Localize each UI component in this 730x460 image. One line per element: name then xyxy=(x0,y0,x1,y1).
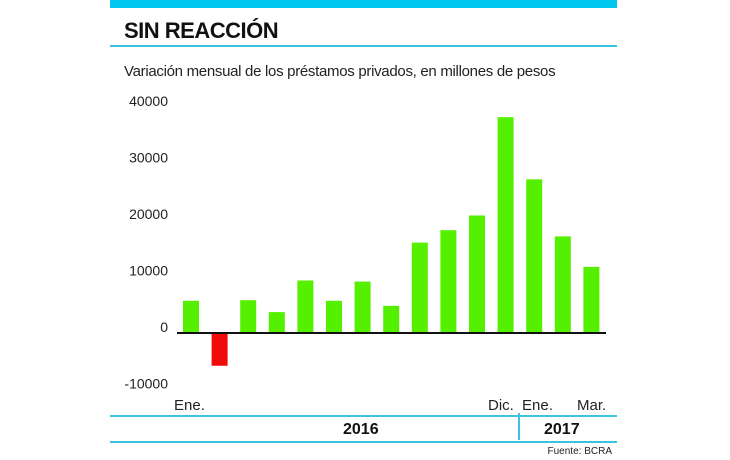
y-tick-label: 10000 xyxy=(129,263,168,279)
bar-may-2016 xyxy=(297,280,314,333)
year-label-2016: 2016 xyxy=(343,421,379,438)
source-note: Fuente: BCRA xyxy=(547,446,612,457)
bar-dic-2016 xyxy=(497,117,514,333)
chart-title: SIN REACCIÓN xyxy=(124,18,279,43)
year-divider xyxy=(518,413,520,440)
axis-divider-bottom xyxy=(110,441,617,443)
x-label-mar-2017: Mar. xyxy=(577,397,607,414)
bar-mar-2017 xyxy=(583,266,600,333)
chart-subtitle: Variación mensual de los préstamos priva… xyxy=(124,63,556,80)
bar-feb-2017 xyxy=(554,236,571,333)
bar-mar-2016 xyxy=(240,300,257,333)
bar-sep-2016 xyxy=(411,242,428,333)
axis-divider-top xyxy=(110,415,617,417)
bar-oct-2016 xyxy=(440,230,457,333)
y-tick-label: 40000 xyxy=(129,93,168,109)
x-label-dic-2016: Dic. xyxy=(488,397,514,414)
bar-abr-2016 xyxy=(268,312,285,333)
y-tick-label: 20000 xyxy=(129,206,168,222)
bar-ene-2017 xyxy=(526,179,543,333)
bar-feb-2016 xyxy=(211,333,228,366)
y-tick-label: 30000 xyxy=(129,150,168,166)
bar-jun-2016 xyxy=(326,300,342,333)
y-tick-label: 0 xyxy=(160,319,168,335)
bar-ene-2016 xyxy=(183,300,199,333)
title-divider xyxy=(110,45,617,47)
y-tick-label: -10000 xyxy=(124,376,168,392)
top-accent-bar xyxy=(110,0,617,8)
bar-ago-2016 xyxy=(383,305,400,333)
bar-jul-2016 xyxy=(354,281,371,333)
year-label-2017: 2017 xyxy=(544,421,580,438)
x-label-ene-2017: Ene. xyxy=(522,397,553,414)
x-label-ene-2016: Ene. xyxy=(174,397,205,414)
bar-nov-2016 xyxy=(469,215,485,333)
